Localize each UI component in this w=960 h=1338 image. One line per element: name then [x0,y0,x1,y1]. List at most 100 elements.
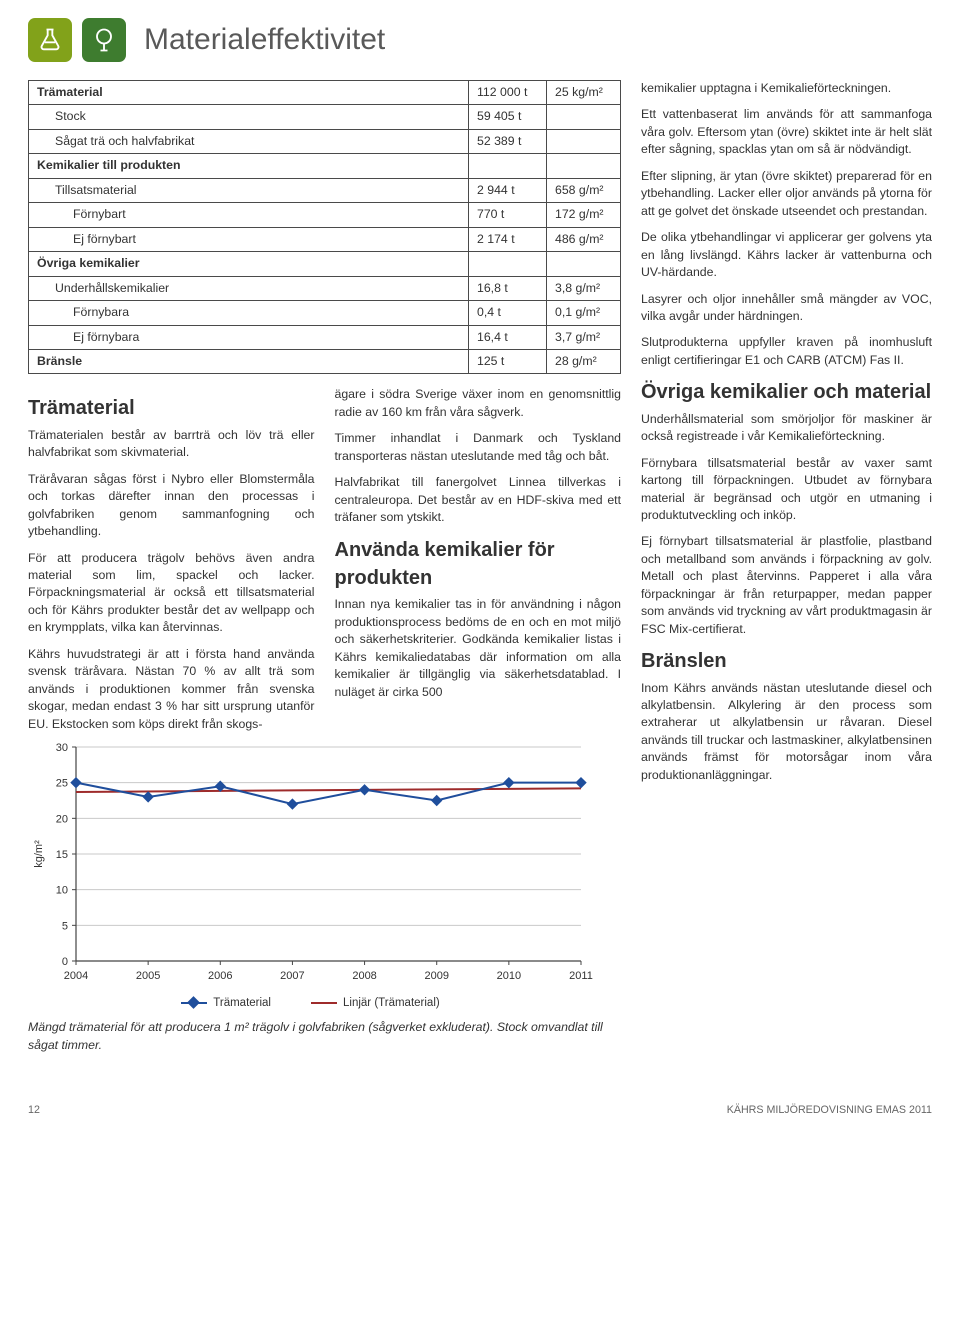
svg-text:2008: 2008 [352,970,376,982]
left-text-columns: Trämaterial Trämaterialen består av barr… [28,386,621,733]
table-row: Kemikalier till produkten [29,154,621,178]
table-cell-label: Stock [29,105,469,129]
table-row: Förnybart770 t172 g/m² [29,203,621,227]
table-cell-unit: 172 g/m² [547,203,621,227]
table-cell-label: Övriga kemikalier [29,252,469,276]
left-column: Trämaterial112 000 t25 kg/m²Stock59 405 … [28,80,621,1072]
body-text: Slutprodukterna uppfyller kraven på inom… [641,334,932,369]
table-cell-label: Trämaterial [29,81,469,105]
table-cell-unit: 486 g/m² [547,227,621,251]
body-text: För att producera trägolv behövs även an… [28,550,315,637]
svg-text:2010: 2010 [497,970,521,982]
line-chart-svg: 0510152025302004200520062007200820092010… [28,739,593,989]
legend-label: Linjär (Trämaterial) [343,995,440,1011]
body-text: Halvfabrikat till fanergolvet Linnea til… [335,474,622,526]
body-text: Förnybara tillsatsmaterial består av vax… [641,455,932,525]
flask-icon [28,18,72,62]
table-row: Sågat trä och halvfabrikat52 389 t [29,129,621,153]
body-text: Innan nya kemikalier tas in för användni… [335,596,622,701]
table-cell-value: 16,8 t [469,276,547,300]
table-cell-unit: 28 g/m² [547,349,621,373]
table-cell-unit: 0,1 g/m² [547,301,621,325]
body-text: ägare i södra Sverige växer inom en geno… [335,386,622,421]
table-cell-label: Bränsle [29,349,469,373]
tree-icon [82,18,126,62]
svg-text:2007: 2007 [280,970,304,982]
svg-text:2009: 2009 [424,970,448,982]
svg-text:10: 10 [56,885,68,897]
page-title: Materialeffektivitet [144,19,385,62]
body-text: Efter slipning, är ytan (övre skiktet) p… [641,168,932,220]
body-text: Inom Kährs används nästan uteslutande di… [641,680,932,785]
table-cell-label: Ej förnybart [29,227,469,251]
svg-text:2004: 2004 [64,970,88,982]
body-text: Trämaterialen består av barrträ och löv … [28,427,315,462]
page-footer: 12 KÄHRS MILJÖREDOVISNING EMAS 2011 [28,1102,932,1118]
table-cell-label: Underhållskemikalier [29,276,469,300]
table-row: Ej förnybart2 174 t486 g/m² [29,227,621,251]
body-text: Underhållsmaterial som smörjoljor för ma… [641,411,932,446]
legend-item-linear: Linjär (Trämaterial) [311,995,440,1011]
svg-text:15: 15 [56,849,68,861]
table-cell-value: 0,4 t [469,301,547,325]
table-cell-value: 16,4 t [469,325,547,349]
section-heading-branslen: Bränslen [641,647,932,675]
svg-text:kg/m²: kg/m² [33,840,45,868]
section-heading-tramaterial: Trämaterial [28,394,315,422]
body-text: De olika ytbehandlingar vi applicerar ge… [641,229,932,281]
table-cell-unit: 3,8 g/m² [547,276,621,300]
table-cell-label: Förnybart [29,203,469,227]
svg-text:20: 20 [56,813,68,825]
table-row: Tillsatsmaterial2 944 t658 g/m² [29,178,621,202]
body-text: Lasyrer och oljor innehåller små mängder… [641,291,932,326]
table-cell-label: Förnybara [29,301,469,325]
table-cell-value: 2 944 t [469,178,547,202]
table-cell-unit [547,252,621,276]
table-row: Förnybara0,4 t0,1 g/m² [29,301,621,325]
chart-caption: Mängd trämaterial för att producera 1 m²… [28,1019,621,1054]
table-cell-value: 52 389 t [469,129,547,153]
table-row: Underhållskemikalier16,8 t3,8 g/m² [29,276,621,300]
chart-legend: Trämaterial Linjär (Trämaterial) [28,995,593,1011]
table-cell-unit: 658 g/m² [547,178,621,202]
table-cell-label: Kemikalier till produkten [29,154,469,178]
right-column: kemikalier upptagna i Kemikalieförteckni… [641,80,932,1072]
table-row: Stock59 405 t [29,105,621,129]
section-heading-ovriga: Övriga kemikalier och material [641,378,932,406]
body-text: Träråvaran sågas först i Nybro eller Blo… [28,471,315,541]
table-cell-label: Ej förnybara [29,325,469,349]
body-text: Ett vattenbaserat lim används för att sa… [641,106,932,158]
table-row: Trämaterial112 000 t25 kg/m² [29,81,621,105]
svg-text:0: 0 [62,956,68,968]
svg-text:5: 5 [62,920,68,932]
table-cell-label: Tillsatsmaterial [29,178,469,202]
table-cell-value: 59 405 t [469,105,547,129]
table-cell-value: 770 t [469,203,547,227]
legend-label: Trämaterial [213,995,271,1011]
body-text: Timmer inhandlat i Danmark och Tyskland … [335,430,622,465]
table-row: Bränsle125 t28 g/m² [29,349,621,373]
svg-text:2005: 2005 [136,970,160,982]
table-cell-value [469,252,547,276]
table-cell-unit: 3,7 g/m² [547,325,621,349]
section-heading-kemikalier: Använda kemikalier för produkten [335,536,622,593]
body-text: Ej förnybart tillsatsmaterial är plastfo… [641,533,932,638]
table-cell-label: Sågat trä och halvfabrikat [29,129,469,153]
table-row: Ej förnybara16,4 t3,7 g/m² [29,325,621,349]
table-cell-value: 2 174 t [469,227,547,251]
svg-text:2011: 2011 [569,970,593,982]
body-text: kemikalier upptagna i Kemikalieförteckni… [641,80,932,97]
page-number: 12 [28,1103,40,1118]
main-content: Trämaterial112 000 t25 kg/m²Stock59 405 … [28,80,932,1072]
body-text: Kährs huvudstrategi är att i första hand… [28,646,315,733]
table-cell-value: 112 000 t [469,81,547,105]
table-cell-unit: 25 kg/m² [547,81,621,105]
table-cell-unit [547,154,621,178]
table-cell-value [469,154,547,178]
table-cell-unit [547,105,621,129]
tramaterial-chart: 0510152025302004200520062007200820092010… [28,739,593,1011]
table-row: Övriga kemikalier [29,252,621,276]
svg-text:30: 30 [56,742,68,754]
svg-text:2006: 2006 [208,970,232,982]
page-header: Materialeffektivitet [28,18,932,62]
